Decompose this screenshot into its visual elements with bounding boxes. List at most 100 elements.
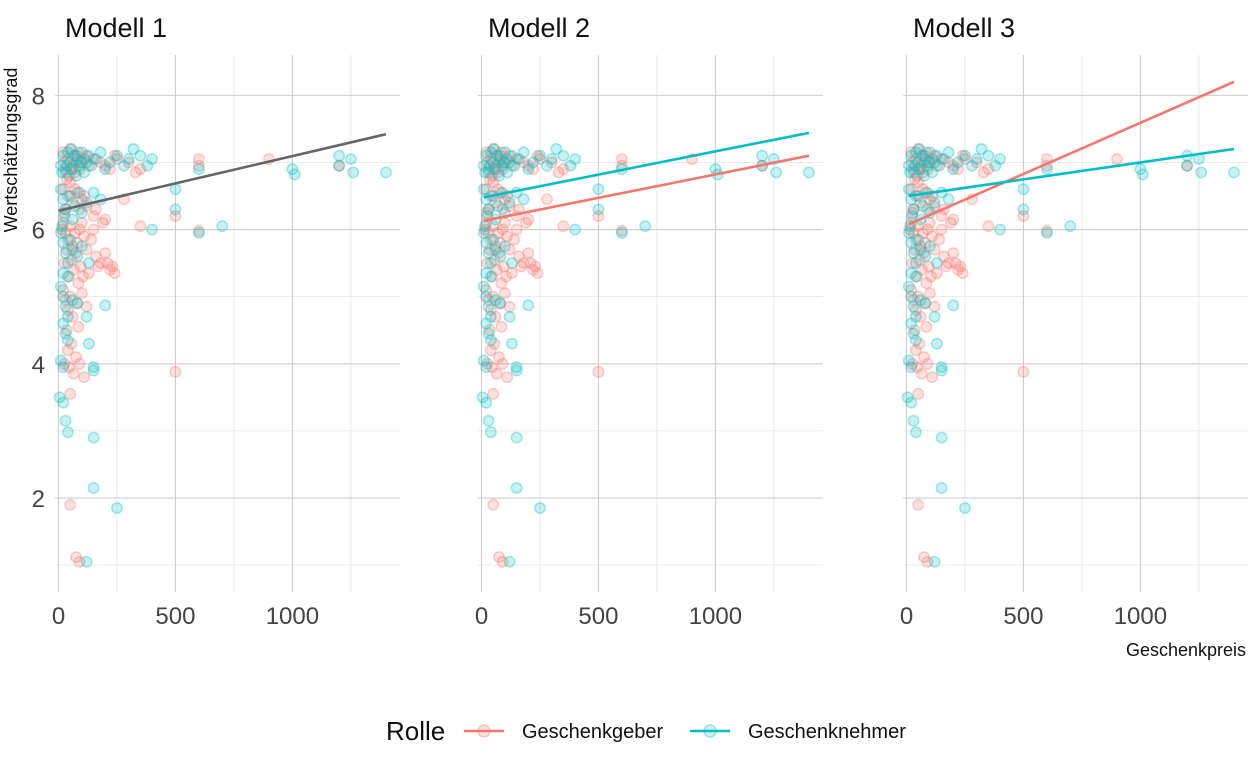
point-geschenknehmer [923,146,936,159]
point-geschenknehmer [484,257,497,270]
point-geschenknehmer [907,300,920,313]
point-geschenkgeber [908,243,921,256]
point-geschenknehmer [503,156,516,169]
point-geschenknehmer [61,426,74,439]
point-geschenkgeber [483,173,496,186]
point-geschenknehmer [970,153,983,165]
point-geschenknehmer [61,146,74,159]
point-geschenkgeber [68,166,81,179]
point-geschenknehmer [484,146,497,159]
point-geschenkgeber [956,149,969,162]
point-geschenknehmer [510,482,523,494]
point-geschenkgeber [80,300,93,313]
point-geschenkgeber [78,230,91,243]
point-geschenknehmer [61,334,74,347]
y-tick-label: 6 [32,218,45,245]
x-tick-label: 500 [155,603,195,630]
point-geschenkgeber [947,247,960,259]
point-geschenkgeber [68,183,81,196]
point-geschenknehmer [907,203,920,216]
point-geschenknehmer [902,183,915,196]
point-geschenknehmer [1017,183,1030,196]
point-geschenkgeber [1040,224,1053,237]
point-geschenkgeber [913,337,926,350]
point-geschenknehmer [942,193,955,206]
point-geschenknehmer [909,426,922,439]
point-geschenkgeber [192,159,205,172]
point-geschenkgeber [930,267,943,280]
point-geschenkgeber [192,224,205,237]
point-geschenknehmer [503,196,516,209]
legend: Rolle Geschenkgeber Geschenknehmer [386,716,906,746]
panel-1: Modell 1 0 500 1000 2 4 6 8 [32,13,400,630]
point-geschenkgeber [96,216,109,229]
point-geschenknehmer [907,327,920,340]
point-geschenknehmer [918,169,931,182]
point-geschenkgeber [491,226,504,239]
point-geschenkgeber [914,240,927,253]
point-geschenkgeber [481,257,494,270]
point-geschenkgeber [906,357,919,370]
point-geschenkgeber [58,156,71,169]
point-geschenkgeber [914,310,927,323]
point-geschenknehmer [909,146,922,159]
point-geschenknehmer [935,364,948,377]
point-geschenknehmer [1195,166,1208,179]
point-geschenknehmer [70,169,83,182]
point-geschenknehmer [80,555,93,568]
point-geschenkgeber [909,233,922,246]
point-geschenkgeber [913,163,926,176]
point-geschenknehmer [982,149,995,162]
point-geschenkgeber [169,365,182,378]
point-geschenknehmer [1017,203,1030,216]
point-geschenkgeber [489,159,502,172]
point-geschenkgeber [80,149,93,162]
point-geschenknehmer [517,193,530,206]
x-axis-title: Geschenkpreis [1126,640,1246,660]
point-geschenknehmer [909,310,922,323]
x-tick-label: 500 [578,603,618,630]
point-geschenkgeber [911,169,923,182]
point-geschenkgeber [60,243,73,256]
point-geschenknehmer [87,186,100,199]
point-geschenknehmer [952,156,964,169]
point-geschenknehmer [994,153,1007,165]
point-geschenknehmer [82,337,95,350]
point-geschenknehmer [919,153,932,165]
point-geschenknehmer [75,206,88,219]
point-geschenknehmer [480,267,493,280]
point-geschenknehmer [192,163,205,176]
point-geschenkgeber [922,260,935,273]
point-geschenkgeber [488,253,501,266]
point-geschenkgeber [923,287,936,300]
point-geschenknehmer [923,240,936,253]
point-geschenknehmer [989,159,1002,172]
point-geschenknehmer [1040,226,1053,239]
point-geschenknehmer [1228,166,1240,179]
legend-label-geschenkgeber: Geschenkgeber [522,721,664,743]
point-geschenknehmer [61,257,74,270]
point-geschenkgeber [490,263,503,276]
point-geschenkgeber [71,237,84,249]
point-geschenkgeber [493,351,506,364]
point-geschenkgeber [89,250,102,263]
point-geschenkgeber [61,233,74,246]
point-geschenkgeber [67,367,80,380]
point-geschenkgeber [933,233,946,246]
point-geschenkgeber [921,555,934,568]
point-geschenknehmer [57,317,70,330]
point-geschenknehmer [503,310,516,323]
point-geschenknehmer [480,237,493,249]
point-geschenkgeber [111,153,123,165]
point-geschenknehmer [333,149,346,162]
point-geschenkgeber [71,297,84,310]
point-geschenkgeber [921,223,934,236]
point-geschenkgeber [498,156,511,169]
point-geschenkgeber [918,156,931,169]
point-geschenkgeber [517,156,530,169]
point-geschenkgeber [541,193,553,206]
point-geschenkgeber [503,243,516,256]
point-geschenkgeber [483,243,496,256]
